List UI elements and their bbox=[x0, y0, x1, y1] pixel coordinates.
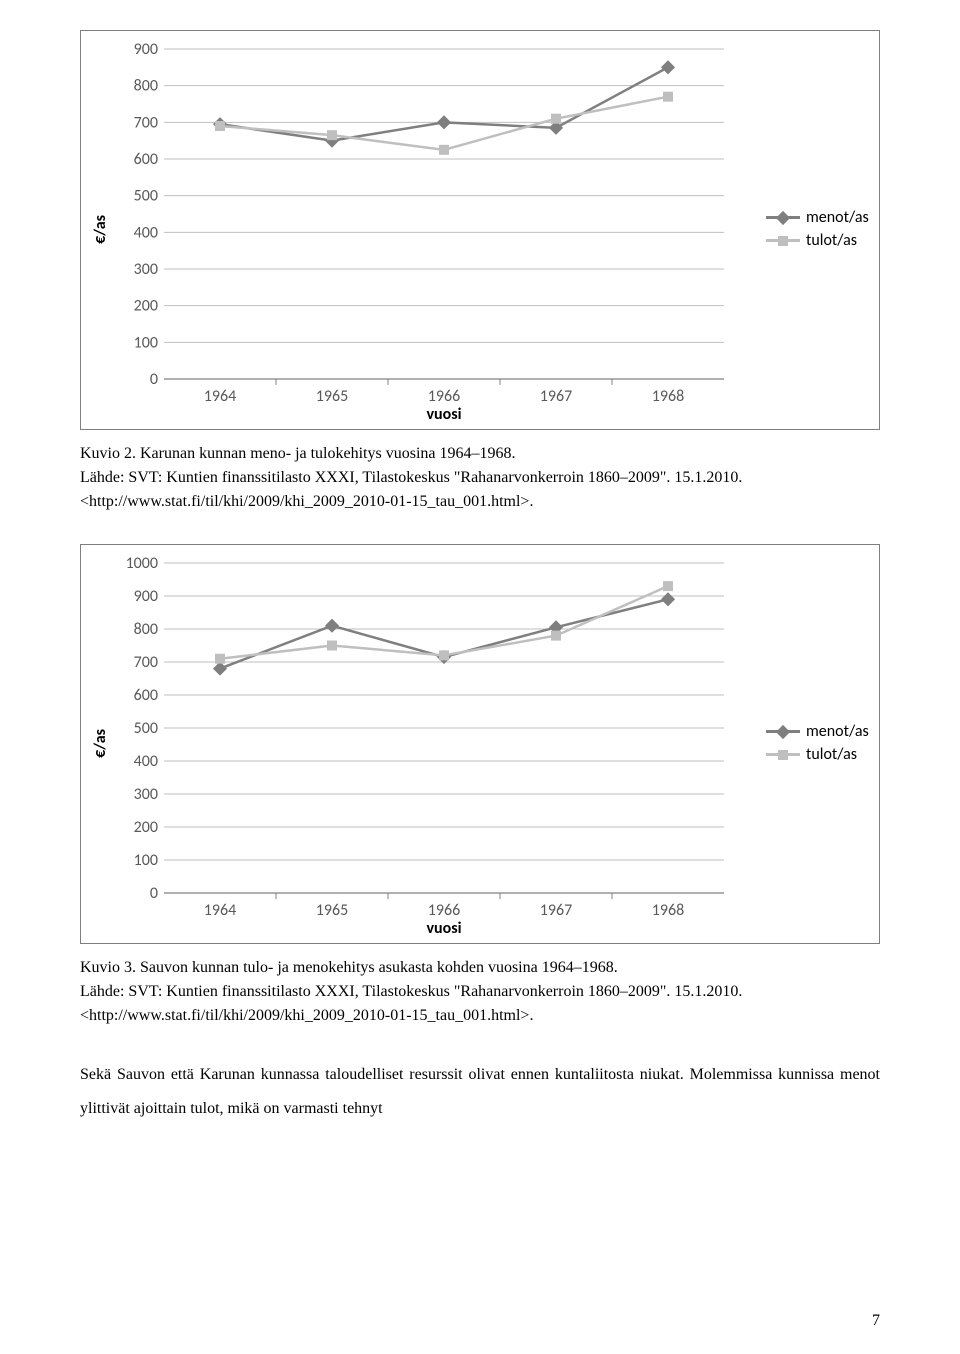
svg-text:400: 400 bbox=[134, 223, 158, 242]
svg-text:1000: 1000 bbox=[126, 554, 158, 573]
svg-text:700: 700 bbox=[134, 653, 158, 672]
chart1-legend-line-tulot bbox=[766, 239, 800, 242]
svg-text:300: 300 bbox=[134, 785, 158, 804]
chart2-legend-label-menot: menot/as bbox=[806, 722, 869, 741]
svg-text:1964: 1964 bbox=[204, 901, 236, 920]
chart2-legend-line-menot bbox=[766, 730, 800, 733]
svg-text:800: 800 bbox=[134, 77, 158, 96]
svg-text:1968: 1968 bbox=[652, 387, 684, 406]
svg-text:200: 200 bbox=[134, 818, 158, 837]
chart2-row: €/as 0 100 200 300 400 500 600 700 800 900 1000 196… bbox=[91, 553, 869, 933]
chart1-plot: 0 100 200 300 400 500 600 700 800 900 1964 1965 1966… bbox=[114, 39, 754, 419]
diamond-icon bbox=[776, 210, 790, 224]
caption2: Kuvio 3. Sauvon kunnan tulo- ja menokehi… bbox=[80, 956, 880, 1028]
svg-text:1967: 1967 bbox=[540, 387, 572, 406]
svg-text:1966: 1966 bbox=[428, 387, 460, 406]
chart1-row: €/as 0 100 200 300 400 500 600 700 800 900 1964 196… bbox=[91, 39, 869, 419]
chart1-legend-item-menot: menot/as bbox=[766, 208, 869, 227]
square-icon bbox=[778, 750, 788, 760]
svg-text:1966: 1966 bbox=[428, 901, 460, 920]
svg-text:500: 500 bbox=[134, 187, 158, 206]
document-page: €/as 0 100 200 300 400 500 600 700 800 900 1964 196… bbox=[0, 0, 960, 1354]
svg-text:100: 100 bbox=[134, 333, 158, 352]
svg-text:600: 600 bbox=[134, 150, 158, 169]
svg-text:1965: 1965 bbox=[316, 901, 348, 920]
chart2-legend-item-tulot: tulot/as bbox=[766, 745, 869, 764]
svg-text:300: 300 bbox=[134, 260, 158, 279]
caption1-title: Kuvio 2. Karunan kunnan meno- ja tulokeh… bbox=[80, 445, 516, 462]
svg-text:0: 0 bbox=[150, 370, 158, 389]
svg-text:800: 800 bbox=[134, 620, 158, 639]
square-icon bbox=[778, 236, 788, 246]
svg-text:400: 400 bbox=[134, 752, 158, 771]
chart1-legend-line-menot bbox=[766, 216, 800, 219]
svg-text:200: 200 bbox=[134, 297, 158, 316]
diamond-icon bbox=[776, 724, 790, 738]
page-number: 7 bbox=[872, 1312, 880, 1330]
caption2-title: Kuvio 3. Sauvon kunnan tulo- ja menokehi… bbox=[80, 959, 618, 976]
chart2-plot: 0 100 200 300 400 500 600 700 800 900 1000 1964 1965… bbox=[114, 553, 754, 933]
svg-text:100: 100 bbox=[134, 851, 158, 870]
chart1-ylabel: €/as bbox=[91, 215, 110, 244]
chart1-frame: €/as 0 100 200 300 400 500 600 700 800 900 1964 196… bbox=[80, 30, 880, 430]
svg-text:700: 700 bbox=[134, 113, 158, 132]
body-paragraph: Sekä Sauvon että Karunan kunnassa taloud… bbox=[80, 1058, 880, 1125]
svg-text:900: 900 bbox=[134, 40, 158, 59]
chart1-legend-item-tulot: tulot/as bbox=[766, 231, 869, 250]
svg-text:600: 600 bbox=[134, 686, 158, 705]
chart2-legend: menot/as tulot/as bbox=[766, 718, 869, 768]
chart2-frame: €/as 0 100 200 300 400 500 600 700 800 900 1000 196… bbox=[80, 544, 880, 944]
svg-text:1968: 1968 bbox=[652, 901, 684, 920]
chart1-legend-label-tulot: tulot/as bbox=[806, 231, 857, 250]
caption1: Kuvio 2. Karunan kunnan meno- ja tulokeh… bbox=[80, 442, 880, 514]
svg-text:1964: 1964 bbox=[204, 387, 236, 406]
svg-text:500: 500 bbox=[134, 719, 158, 738]
svg-text:1965: 1965 bbox=[316, 387, 348, 406]
svg-text:0: 0 bbox=[150, 884, 158, 903]
chart1-legend: menot/as tulot/as bbox=[766, 204, 869, 254]
svg-text:1967: 1967 bbox=[540, 901, 572, 920]
svg-text:vuosi: vuosi bbox=[426, 919, 461, 933]
chart2-legend-label-tulot: tulot/as bbox=[806, 745, 857, 764]
chart2-legend-item-menot: menot/as bbox=[766, 722, 869, 741]
chart2-legend-line-tulot bbox=[766, 753, 800, 756]
chart1-legend-label-menot: menot/as bbox=[806, 208, 869, 227]
svg-text:vuosi: vuosi bbox=[426, 405, 461, 419]
svg-text:900: 900 bbox=[134, 587, 158, 606]
caption1-source: Lähde: SVT: Kuntien finanssitilasto XXXI… bbox=[80, 469, 742, 510]
caption2-source: Lähde: SVT: Kuntien finanssitilasto XXXI… bbox=[80, 983, 742, 1024]
chart2-ylabel: €/as bbox=[91, 729, 110, 758]
